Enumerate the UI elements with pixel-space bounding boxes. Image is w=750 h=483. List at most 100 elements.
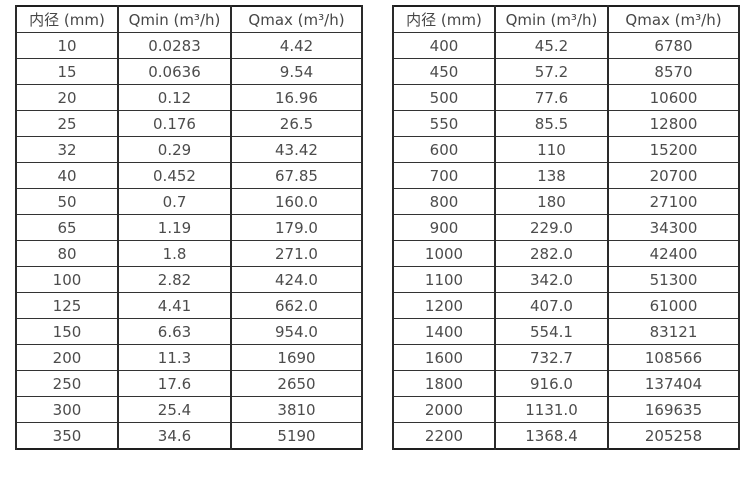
header-row: 内径 (mm) Qmin (m³/h) Qmax (m³/h) — [15, 5, 363, 33]
table-cell: 1690 — [230, 344, 363, 371]
table-cell: 137404 — [607, 370, 740, 397]
table-cell: 200 — [15, 344, 119, 371]
table-cell: 550 — [392, 110, 496, 137]
table-row: 125 4.41 662.0 — [15, 292, 363, 319]
table-cell: 80 — [15, 240, 119, 267]
table-row: 1100 342.0 51300 — [392, 266, 740, 293]
table-row: 10 0.0283 4.42 — [15, 32, 363, 59]
table-cell: 0.12 — [117, 84, 232, 111]
table-cell: 15200 — [607, 136, 740, 163]
table-cell: 8570 — [607, 58, 740, 85]
table-row: 65 1.19 179.0 — [15, 214, 363, 241]
table-cell: 40 — [15, 162, 119, 189]
table-cell: 4.41 — [117, 292, 232, 319]
table-cell: 26.5 — [230, 110, 363, 137]
table-cell: 110 — [494, 136, 609, 163]
table-cell: 1200 — [392, 292, 496, 319]
table-cell: 662.0 — [230, 292, 363, 319]
table-cell: 34.6 — [117, 422, 232, 450]
table-row: 500 77.6 10600 — [392, 84, 740, 111]
table-cell: 3810 — [230, 396, 363, 423]
table-cell: 554.1 — [494, 318, 609, 345]
table-cell: 300 — [15, 396, 119, 423]
table-cell: 424.0 — [230, 266, 363, 293]
column-header: Qmin (m³/h) — [117, 5, 232, 33]
table-cell: 32 — [15, 136, 119, 163]
flow-table-small-diameters: 内径 (mm) Qmin (m³/h) Qmax (m³/h) 10 0.0283 4.4… — [15, 5, 363, 450]
table-row: 900 229.0 34300 — [392, 214, 740, 241]
table-cell: 600 — [392, 136, 496, 163]
table-cell: 16.96 — [230, 84, 363, 111]
flow-spec-tables: 内径 (mm) Qmin (m³/h) Qmax (m³/h) 10 0.0283 4.4… — [15, 5, 740, 450]
table-cell: 1800 — [392, 370, 496, 397]
table-cell: 100 — [15, 266, 119, 293]
table-row: 700 138 20700 — [392, 162, 740, 189]
table-cell: 271.0 — [230, 240, 363, 267]
table-cell: 25.4 — [117, 396, 232, 423]
table-cell: 10 — [15, 32, 119, 59]
table-cell: 342.0 — [494, 266, 609, 293]
table-row: 2200 1368.4 205258 — [392, 422, 740, 450]
table-cell: 0.7 — [117, 188, 232, 215]
table-row: 450 57.2 8570 — [392, 58, 740, 85]
table-row: 600 110 15200 — [392, 136, 740, 163]
table-cell: 1.8 — [117, 240, 232, 267]
table-cell: 83121 — [607, 318, 740, 345]
table-cell: 6.63 — [117, 318, 232, 345]
table-cell: 34300 — [607, 214, 740, 241]
table-cell: 2000 — [392, 396, 496, 423]
table-row: 300 25.4 3810 — [15, 396, 363, 423]
table-cell: 25 — [15, 110, 119, 137]
table-row: 100 2.82 424.0 — [15, 266, 363, 293]
table-cell: 1368.4 — [494, 422, 609, 450]
table-cell: 169635 — [607, 396, 740, 423]
table-cell: 20 — [15, 84, 119, 111]
table-cell: 50 — [15, 188, 119, 215]
table-cell: 65 — [15, 214, 119, 241]
table-cell: 20700 — [607, 162, 740, 189]
table-cell: 350 — [15, 422, 119, 450]
table-cell: 12800 — [607, 110, 740, 137]
table-cell: 450 — [392, 58, 496, 85]
table-row: 250 17.6 2650 — [15, 370, 363, 397]
table-cell: 45.2 — [494, 32, 609, 59]
table-cell: 1400 — [392, 318, 496, 345]
table-row: 1400 554.1 83121 — [392, 318, 740, 345]
table-row: 15 0.0636 9.54 — [15, 58, 363, 85]
table-cell: 10600 — [607, 84, 740, 111]
table-cell: 77.6 — [494, 84, 609, 111]
table-row: 80 1.8 271.0 — [15, 240, 363, 267]
table-cell: 51300 — [607, 266, 740, 293]
header-row: 内径 (mm) Qmin (m³/h) Qmax (m³/h) — [392, 5, 740, 33]
table-cell: 2650 — [230, 370, 363, 397]
table-cell: 1.19 — [117, 214, 232, 241]
column-header: 内径 (mm) — [392, 5, 496, 33]
table-cell: 400 — [392, 32, 496, 59]
table-cell: 179.0 — [230, 214, 363, 241]
table-row: 25 0.176 26.5 — [15, 110, 363, 137]
column-header: Qmax (m³/h) — [230, 5, 363, 33]
table-cell: 282.0 — [494, 240, 609, 267]
column-header: Qmin (m³/h) — [494, 5, 609, 33]
table-row: 1600 732.7 108566 — [392, 344, 740, 371]
table-cell: 0.176 — [117, 110, 232, 137]
table-cell: 900 — [392, 214, 496, 241]
table-cell: 6780 — [607, 32, 740, 59]
table-cell: 2.82 — [117, 266, 232, 293]
table-cell: 180 — [494, 188, 609, 215]
table-cell: 407.0 — [494, 292, 609, 319]
table-row: 200 11.3 1690 — [15, 344, 363, 371]
table-cell: 1131.0 — [494, 396, 609, 423]
table-row: 800 180 27100 — [392, 188, 740, 215]
table-row: 550 85.5 12800 — [392, 110, 740, 137]
table-cell: 160.0 — [230, 188, 363, 215]
table-row: 1200 407.0 61000 — [392, 292, 740, 319]
table-cell: 250 — [15, 370, 119, 397]
table-cell: 15 — [15, 58, 119, 85]
table-cell: 11.3 — [117, 344, 232, 371]
table-cell: 800 — [392, 188, 496, 215]
table-cell: 42400 — [607, 240, 740, 267]
table-row: 150 6.63 954.0 — [15, 318, 363, 345]
column-header: 内径 (mm) — [15, 5, 119, 33]
